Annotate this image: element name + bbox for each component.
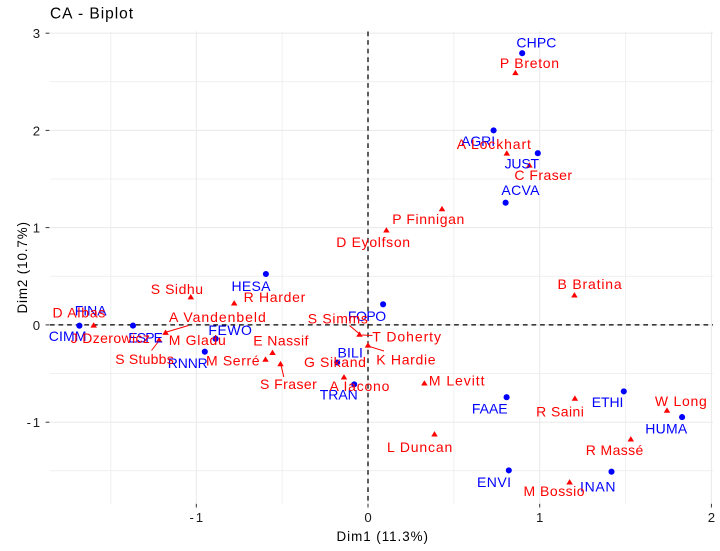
svg-text:RNNR: RNNR: [168, 355, 208, 371]
svg-text:1: 1: [536, 510, 543, 525]
svg-text:CHPC: CHPC: [516, 35, 556, 51]
svg-text:K Hardie: K Hardie: [376, 351, 436, 367]
svg-text:J Dzerowicz: J Dzerowicz: [71, 330, 150, 346]
svg-text:ENVI: ENVI: [477, 474, 511, 490]
svg-text:FINA: FINA: [75, 302, 108, 318]
svg-text:ESPE: ESPE: [128, 330, 163, 346]
svg-text:P Breton: P Breton: [500, 55, 559, 71]
svg-text:P Finnigan: P Finnigan: [392, 211, 464, 227]
svg-text:-1: -1: [27, 415, 41, 430]
svg-text:M Gladu: M Gladu: [169, 332, 226, 348]
svg-text:ETHI: ETHI: [592, 394, 624, 410]
svg-text:HESA: HESA: [232, 278, 272, 294]
svg-text:M Levitt: M Levitt: [429, 373, 485, 389]
svg-text:2: 2: [33, 123, 40, 138]
svg-text:A Vandenbeld: A Vandenbeld: [169, 309, 266, 325]
svg-text:R Harder: R Harder: [244, 289, 306, 305]
svg-text:HUMA: HUMA: [645, 421, 688, 437]
svg-text:S Sidhu: S Sidhu: [151, 281, 203, 297]
svg-text:D Albas: D Albas: [53, 305, 106, 321]
svg-text:R Massé: R Massé: [586, 442, 644, 458]
svg-text:W Long: W Long: [655, 393, 707, 409]
svg-text:1: 1: [33, 221, 40, 236]
svg-text:L Duncan: L Duncan: [387, 439, 452, 455]
svg-text:S Simms: S Simms: [308, 310, 368, 326]
svg-text:R Saini: R Saini: [536, 403, 584, 419]
svg-text:A Iacono: A Iacono: [330, 378, 390, 394]
svg-text:AGRI: AGRI: [461, 133, 495, 149]
svg-text:E Nassif: E Nassif: [253, 332, 308, 348]
svg-text:M Serré: M Serré: [206, 353, 260, 369]
svg-text:TRAN: TRAN: [320, 387, 358, 403]
svg-text:FEWO: FEWO: [208, 322, 252, 338]
svg-text:A Lockhart: A Lockhart: [457, 136, 531, 152]
svg-text:0: 0: [33, 318, 40, 333]
svg-text:3: 3: [33, 26, 40, 41]
svg-text:G Sikand: G Sikand: [304, 354, 366, 370]
svg-text:CA - Biplot: CA - Biplot: [50, 5, 134, 22]
svg-text:Dim1 (11.3%): Dim1 (11.3%): [337, 529, 429, 544]
svg-text:BILI: BILI: [338, 344, 363, 360]
svg-text:T Doherty: T Doherty: [372, 328, 441, 344]
svg-text:2: 2: [708, 510, 715, 525]
svg-text:D Eyolfson: D Eyolfson: [336, 234, 410, 250]
svg-text:C Fraser: C Fraser: [514, 167, 572, 183]
svg-text:S Stubbs: S Stubbs: [115, 351, 174, 367]
svg-text:CIMM: CIMM: [49, 328, 87, 344]
svg-text:Dim2 (10.7%): Dim2 (10.7%): [15, 222, 30, 314]
svg-text:ACVA: ACVA: [501, 182, 540, 198]
svg-text:0: 0: [364, 510, 371, 525]
svg-text:B Bratina: B Bratina: [558, 276, 622, 292]
svg-text:INAN: INAN: [580, 478, 616, 494]
svg-text:FOPO: FOPO: [348, 308, 386, 324]
svg-text:M Bossio: M Bossio: [524, 483, 585, 499]
svg-text:JUST: JUST: [505, 156, 540, 172]
svg-text:-1: -1: [190, 510, 204, 525]
svg-text:FAAE: FAAE: [472, 401, 508, 417]
svg-text:S Fraser: S Fraser: [260, 376, 317, 392]
